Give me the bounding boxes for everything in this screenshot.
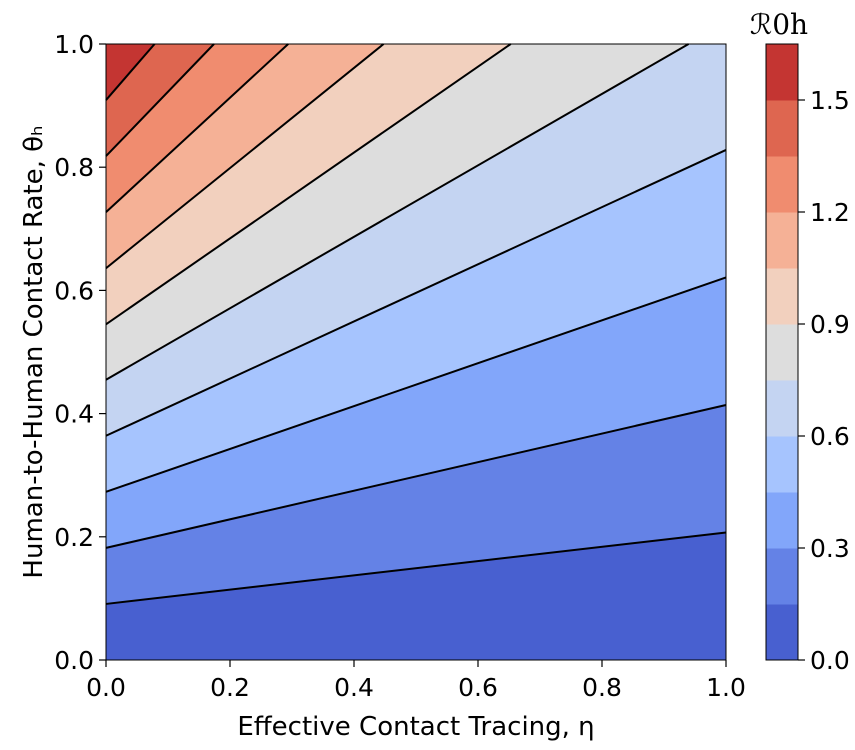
x-tick-label: 0.2 (210, 673, 250, 702)
x-tick-label: 0.4 (334, 673, 374, 702)
y-tick-label: 1.0 (54, 30, 94, 59)
y-tick-label: 0.8 (54, 153, 94, 182)
colorbar-segment (766, 604, 798, 661)
x-tick-label: 1.0 (706, 673, 746, 702)
colorbar-title: ℛ0h (750, 8, 808, 41)
y-axis: 0.0 0.2 0.4 0.6 0.8 1.0 (54, 30, 106, 675)
contour-lines (105, 43, 727, 605)
colorbar-segment (766, 100, 798, 157)
x-tick-label: 0.8 (582, 673, 622, 702)
colorbar-segment (766, 268, 798, 325)
y-tick-label: 0.2 (54, 523, 94, 552)
y-tick-label: 0.6 (54, 276, 94, 305)
y-tick-label: 0.4 (54, 400, 94, 429)
contour-line (105, 43, 215, 157)
colorbar-tick-label: 0.6 (810, 422, 850, 451)
contour-line (105, 43, 289, 213)
colorbar-segment (766, 436, 798, 493)
plot-frame (105, 43, 727, 661)
contour-line (105, 43, 156, 101)
colorbar-segment (766, 548, 798, 605)
contour-line (105, 531, 727, 605)
colorbar-tick-label: 1.5 (810, 86, 850, 115)
colorbar-segment (766, 380, 798, 437)
colorbar-tick-label: 1.2 (810, 198, 850, 227)
contour-line (105, 43, 512, 326)
contour-line (105, 149, 727, 437)
x-axis-title: Effective Contact Tracing, η (237, 712, 594, 742)
y-tick-label: 0.0 (54, 646, 94, 675)
contour-line (105, 43, 385, 270)
colorbar-segment (766, 492, 798, 549)
colorbar (765, 43, 799, 661)
colorbar-tick-label: 0.3 (810, 534, 850, 563)
y-axis-title: Human-to-Human Contact Rate, θₕ (19, 125, 49, 578)
colorbar-segment (766, 324, 798, 381)
colorbar-tick-label: 0.9 (810, 310, 850, 339)
contour-line (105, 404, 727, 549)
contour-line (105, 43, 690, 381)
colorbar-segment (766, 44, 798, 101)
colorbar-ticks: 0.0 0.3 0.6 0.9 1.2 1.5 (798, 86, 850, 675)
colorbar-frame (765, 43, 799, 661)
colorbar-segment (766, 212, 798, 269)
contour-line (105, 276, 727, 493)
x-tick-label: 0.0 (86, 673, 126, 702)
x-tick-label: 0.6 (458, 673, 498, 702)
x-axis: 0.0 0.2 0.4 0.6 0.8 1.0 (86, 660, 746, 702)
colorbar-tick-label: 0.0 (810, 646, 850, 675)
colorbar-segment (766, 156, 798, 213)
